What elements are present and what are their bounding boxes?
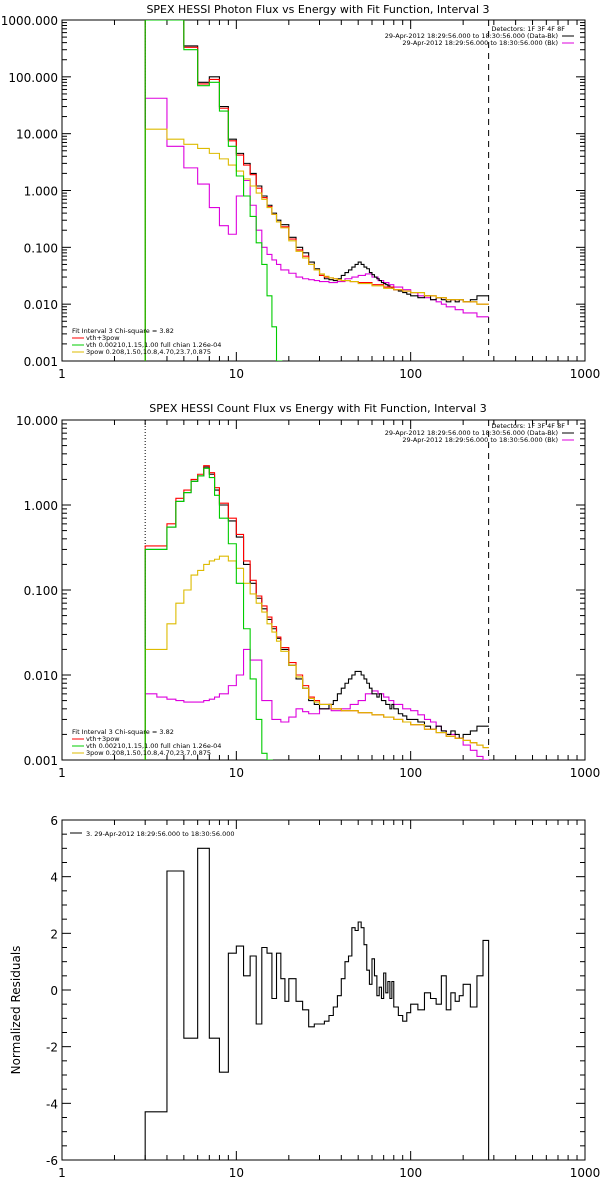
plot-frame: [61, 19, 586, 362]
photon-fit-vth-label: vth 0.00210,1.15,1.00 full chian 1.26e-0…: [86, 341, 221, 349]
count-fit-vth-label: vth 0.00210,1.15,1.00 full chian 1.26e-0…: [86, 742, 221, 750]
x-tick-label: 100: [399, 766, 422, 780]
x-tick-label: 10: [229, 1166, 244, 1180]
series-bk-line: [144, 97, 489, 361]
x-tick-label: 1: [58, 1166, 66, 1180]
series-bk-line: [144, 648, 489, 760]
photon-flux-plot-area: 1 10 100 1000 0.001 0.010 0.100 1.000 10.000 100.…: [1, 14, 600, 381]
data-series-group: [144, 847, 495, 1160]
count-flux-title: SPEX HESSI Count Flux vs Energy with Fit…: [149, 402, 486, 415]
x-tick-label: 1000: [570, 1166, 600, 1180]
x-tick-label: 1: [58, 367, 66, 381]
series-3pow-line: [144, 128, 489, 361]
y-tick-label: 0.100: [24, 584, 58, 598]
y-tick-label: 1.000: [24, 185, 58, 199]
photon-fit-model-label: vth+3pow: [86, 334, 120, 342]
count-interval-data-label: 29-Apr-2012 18:29:56.000 to 18:30:56.000…: [385, 429, 558, 437]
y-tick-label: 0.010: [24, 298, 58, 312]
y-tick-label: -4: [46, 1097, 58, 1111]
x-tick-label: 100: [399, 1166, 422, 1180]
y-tick-label: 0.100: [24, 241, 58, 255]
y-tick-label: -2: [46, 1041, 58, 1055]
count-interval-bk-label: 29-Apr-2012 18:29:56.000 to 18:30:56.000…: [402, 436, 558, 444]
photon-fit-interval-label: Fit Interval 3 Chi-square = 3.82: [72, 327, 174, 335]
plot-frame: [61, 819, 586, 1161]
y-tick-label: 100.000: [8, 71, 58, 85]
residuals-panel: 1 10 100 1000 -6 -4 -2 0 2 4 6 Normalized Residual…: [9, 814, 600, 1180]
y-tick-label: 6: [50, 814, 58, 828]
x-tick-label: 1: [58, 766, 66, 780]
x-tick-label: 1000: [570, 367, 600, 381]
y-tick-label: -6: [46, 1154, 58, 1168]
series-3-29-apr-2012-18-29-56-000-to-18-30-56-000-line: [144, 847, 495, 1160]
series-3pow-line: [144, 555, 489, 760]
count-detectors-label: Detectors: 1F 3F 4F 8F: [491, 422, 565, 430]
y-tick-label: 1.000: [24, 499, 58, 513]
y-tick-label: 10.000: [16, 414, 58, 428]
series-vth-line: [144, 20, 283, 361]
photon-fit-3pow-label: 3pow 0.208,1.50,10.8,4.70,23.7,0.875: [86, 348, 211, 356]
series-vth-line: [144, 467, 273, 760]
photon-flux-title: SPEX HESSI Photon Flux vs Energy with Fi…: [146, 3, 489, 16]
count-fit-model-label: vth+3pow: [86, 735, 120, 743]
count-fit-interval-label: Fit Interval 3 Chi-square = 3.82: [72, 728, 174, 736]
y-tick-label: 0.010: [24, 669, 58, 683]
series-vth-3pow-line: [144, 465, 489, 760]
x-tick-label: 100: [399, 367, 422, 381]
y-tick-label: 1000.000: [1, 14, 58, 28]
residuals-y-axis-label: Normalized Residuals: [9, 946, 23, 1075]
series-data-bk-line: [144, 20, 489, 361]
y-tick-label: 4: [50, 871, 58, 885]
data-series-group: [144, 20, 490, 361]
data-series-group: [144, 420, 490, 760]
x-tick-label: 10: [229, 766, 244, 780]
photon-flux-panel: SPEX HESSI Photon Flux vs Energy with Fi…: [1, 3, 600, 381]
count-flux-panel: SPEX HESSI Count Flux vs Energy with Fit…: [16, 402, 600, 780]
residuals-plot-area: 1 10 100 1000 -6 -4 -2 0 2 4 6: [46, 814, 600, 1180]
residuals-legend-label: 3. 29-Apr-2012 18:29:56.000 to 18:30:56.…: [86, 830, 235, 838]
series-data-bk-line: [144, 466, 489, 760]
y-tick-label: 0: [50, 984, 58, 998]
count-fit-3pow-label: 3pow 0.208,1.50,10.8,4.70,23.7,0.875: [86, 749, 211, 757]
y-tick-label: 2: [50, 927, 58, 941]
x-tick-label: 10: [229, 367, 244, 381]
series-vth-3pow-line: [144, 20, 489, 361]
y-tick-label: 0.001: [24, 355, 58, 369]
photon-interval-bk-label: 29-Apr-2012 18:29:56.000 to 18:30:56.000…: [402, 39, 558, 47]
y-tick-label: 10.000: [16, 128, 58, 142]
photon-detectors-label: Detectors: 1F 3F 4F 8F: [491, 25, 565, 33]
y-tick-label: 0.001: [24, 754, 58, 768]
count-flux-plot-area: 1 10 100 1000 0.001 0.010 0.100 1.000 10.000: [16, 414, 600, 780]
x-tick-label: 1000: [570, 766, 600, 780]
photon-interval-data-label: 29-Apr-2012 18:29:56.000 to 18:30:56.000…: [385, 32, 558, 40]
